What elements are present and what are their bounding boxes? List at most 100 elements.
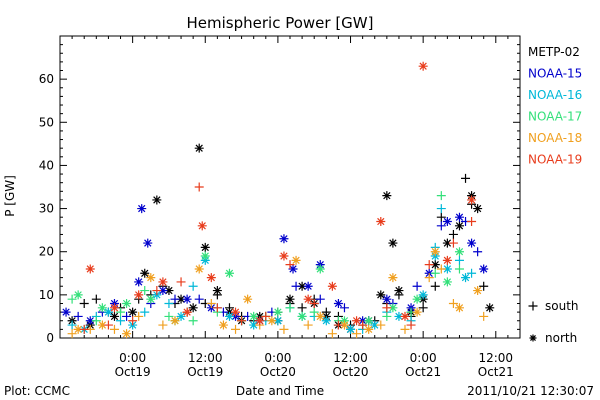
north-marker [315,311,325,321]
south-marker [327,329,337,339]
north-marker [243,294,253,304]
south-marker [448,229,458,239]
south-marker [188,281,198,291]
north-marker [143,238,153,248]
south-marker [261,311,271,321]
y-tick-label: 50 [39,115,54,129]
south-marker [170,294,180,304]
plot-frame [59,35,521,339]
south-marker [448,298,458,308]
north-marker [73,324,83,334]
north-marker [146,294,156,304]
north-marker [370,320,380,330]
north-marker [182,294,192,304]
north-marker [303,281,313,291]
north-marker [249,311,259,321]
north-marker [197,221,207,231]
north-marker [430,247,440,257]
north-marker [529,334,537,342]
x-tick-date: Oct20 [333,365,369,379]
north-marker [442,238,452,248]
south-marker [79,298,89,308]
x-tick-date: Oct21 [405,365,441,379]
south-marker [400,324,410,334]
north-marker [394,286,404,296]
south-marker [406,320,416,330]
south-marker [285,260,295,270]
north-marker [73,290,83,300]
south-marker [164,298,174,308]
south-marker [91,316,101,326]
y-tick-label: 0 [46,331,54,345]
north-marker [109,311,119,321]
north-marker [158,277,168,287]
south-marker [67,329,77,339]
legend-entry: NOAA-15 [528,67,582,81]
north-marker [146,273,156,283]
south-marker [285,303,295,313]
legend: METP-02 NOAA-15 NOAA-16 NOAA-17 NOAA-18 NOAA-… [528,45,582,345]
north-marker [400,311,410,321]
plot-credit: Plot: CCMC [4,384,70,398]
north-marker [364,324,374,334]
north-marker [218,320,228,330]
north-marker [285,294,295,304]
north-marker [158,286,168,296]
x-tick-date: Oct19 [187,365,223,379]
y-tick-label: 20 [39,245,54,259]
south-marker [473,247,483,257]
north-marker [249,320,259,330]
south-marker [303,320,313,330]
south-marker [164,311,174,321]
north-marker [339,320,349,330]
north-marker [194,264,204,274]
north-marker [473,286,483,296]
north-marker [376,290,386,300]
north-marker [273,316,283,326]
north-marker [418,61,428,71]
north-marker [206,273,216,283]
north-marker [454,212,464,222]
south-marker [134,311,144,321]
north-marker [176,311,186,321]
south-marker [352,329,362,339]
north-marker [473,204,483,214]
north-marker [176,294,186,304]
north-marker [288,264,298,274]
north-marker [382,294,392,304]
south-marker [188,316,198,326]
legend-north-label: north [545,331,577,345]
north-marker [109,303,119,313]
x-tick-time: 12:00 [333,351,368,365]
north-marker [85,264,95,274]
south-marker [309,298,319,308]
north-marker [128,307,138,317]
south-marker [194,294,204,304]
north-marker [61,307,71,317]
south-marker [103,320,113,330]
south-marker [448,238,458,248]
north-marker [442,217,452,227]
north-marker [479,264,489,274]
south-marker [67,320,77,330]
south-marker [479,311,489,321]
north-marker [418,290,428,300]
north-marker [442,264,452,274]
north-marker [134,277,144,287]
north-marker [430,260,440,270]
north-marker [412,307,422,317]
north-marker [442,255,452,265]
data-points [61,61,495,339]
south-marker [140,286,150,296]
north-marker [327,281,337,291]
north-marker [346,324,356,334]
north-marker [152,195,162,205]
x-tick-date: Oct21 [478,365,514,379]
south-marker [333,320,343,330]
north-marker [103,307,113,317]
plot-axes: 01020304050600:00Oct1912:00Oct190:00Oct2… [39,35,521,379]
legend-south-label: south [545,299,579,313]
north-marker [279,251,289,261]
south-marker [140,307,150,317]
north-marker [279,234,289,244]
